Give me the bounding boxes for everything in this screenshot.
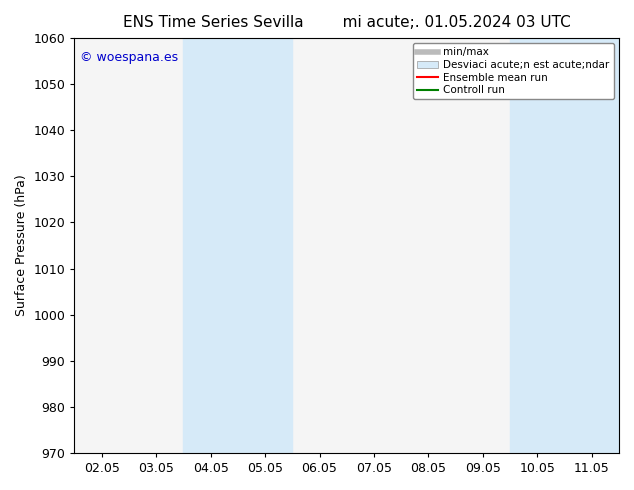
Bar [510,38,619,453]
Title: ENS Time Series Sevilla        mi acute;. 01.05.2024 03 UTC: ENS Time Series Sevilla mi acute;. 01.05… [123,15,571,30]
Legend: min/max, Desviaci acute;n est acute;ndar, Ensemble mean run, Controll run: min/max, Desviaci acute;n est acute;ndar… [413,43,614,99]
Y-axis label: Surface Pressure (hPa): Surface Pressure (hPa) [15,174,28,317]
Text: © woespana.es: © woespana.es [80,50,178,64]
Bar [183,38,292,453]
